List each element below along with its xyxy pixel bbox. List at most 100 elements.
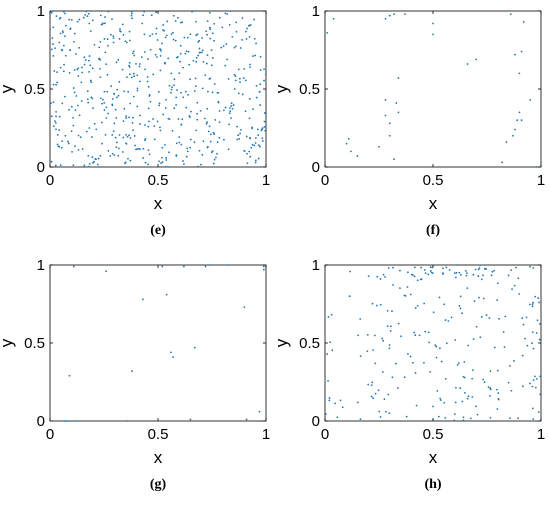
data-point: [106, 44, 109, 47]
x-axis-label: x: [429, 448, 438, 467]
data-point: [123, 107, 126, 110]
data-point: [74, 145, 76, 147]
data-point: [196, 33, 199, 36]
data-point: [82, 16, 85, 19]
data-point: [432, 405, 434, 408]
data-point: [505, 141, 508, 143]
data-point: [117, 155, 120, 157]
data-point: [62, 31, 64, 34]
data-point: [118, 80, 121, 83]
data-point: [241, 93, 244, 96]
data-point: [155, 11, 157, 14]
data-point: [72, 164, 75, 167]
data-point: [432, 22, 434, 25]
data-point: [87, 12, 90, 15]
data-point: [89, 30, 92, 33]
data-point: [165, 157, 168, 159]
data-point: [399, 287, 401, 289]
data-point: [478, 296, 480, 299]
data-point: [96, 163, 99, 166]
data-point: [253, 144, 256, 147]
data-point: [515, 266, 517, 269]
x-tick-label: 0: [321, 426, 329, 443]
data-point: [226, 264, 229, 266]
data-point: [236, 125, 238, 128]
data-point: [472, 338, 475, 340]
data-point: [76, 104, 79, 107]
data-point: [158, 104, 160, 107]
data-point: [324, 413, 327, 415]
data-point: [512, 134, 514, 137]
data-point: [199, 51, 202, 54]
data-point: [72, 87, 75, 89]
data-point: [510, 269, 513, 272]
data-point: [490, 274, 493, 277]
data-point: [366, 333, 369, 336]
data-point: [204, 265, 207, 268]
data-point: [49, 102, 52, 105]
data-point: [485, 267, 487, 270]
data-point: [218, 110, 221, 112]
data-point: [328, 397, 331, 399]
data-point: [146, 80, 149, 83]
data-point: [454, 401, 457, 404]
data-point: [188, 115, 191, 117]
data-point: [532, 418, 535, 420]
data-point: [222, 45, 225, 47]
data-point: [413, 266, 416, 269]
data-point: [438, 296, 441, 299]
data-point: [198, 39, 201, 42]
data-point: [424, 330, 427, 333]
data-point: [83, 164, 86, 167]
data-point: [70, 18, 73, 21]
data-point: [198, 47, 201, 50]
x-tick-label: 0: [46, 426, 54, 443]
data-point: [384, 17, 387, 20]
data-point: [111, 152, 114, 155]
data-point: [99, 40, 102, 43]
data-point: [473, 300, 476, 303]
data-point: [249, 155, 252, 158]
data-point: [212, 162, 215, 165]
data-point: [141, 298, 144, 301]
data-point: [407, 271, 409, 274]
data-point: [133, 54, 136, 57]
data-point: [164, 61, 166, 64]
data-point: [391, 376, 394, 379]
data-point: [389, 330, 392, 332]
data-point: [89, 64, 92, 67]
data-point: [188, 63, 191, 66]
data-point: [178, 141, 181, 144]
data-point: [195, 60, 198, 63]
data-point: [509, 13, 512, 16]
data-point: [97, 166, 100, 168]
data-point: [329, 341, 332, 344]
data-point: [149, 48, 152, 51]
data-point: [213, 83, 216, 85]
data-point: [529, 265, 531, 268]
data-point: [77, 149, 80, 151]
data-point: [431, 266, 434, 269]
data-point: [107, 10, 110, 13]
data-point: [466, 63, 469, 65]
data-point: [213, 158, 216, 161]
data-point: [386, 309, 389, 312]
data-point: [409, 293, 412, 296]
data-point: [475, 58, 478, 61]
data-point: [520, 50, 523, 53]
data-point: [138, 65, 141, 68]
data-point: [428, 341, 431, 344]
data-point: [162, 24, 165, 26]
y-tick-label: 0.5: [24, 81, 45, 98]
data-point: [458, 304, 461, 307]
data-point: [522, 323, 525, 326]
scatter-panel-f: 00 0.5 0.5 1 1 x y (f): [272, 3, 545, 238]
data-point: [216, 141, 219, 144]
data-point: [139, 114, 141, 117]
data-point: [536, 319, 539, 322]
data-point: [162, 28, 164, 31]
data-point: [140, 56, 143, 59]
data-point: [77, 134, 80, 137]
data-point: [205, 30, 208, 33]
data-point: [184, 90, 187, 93]
